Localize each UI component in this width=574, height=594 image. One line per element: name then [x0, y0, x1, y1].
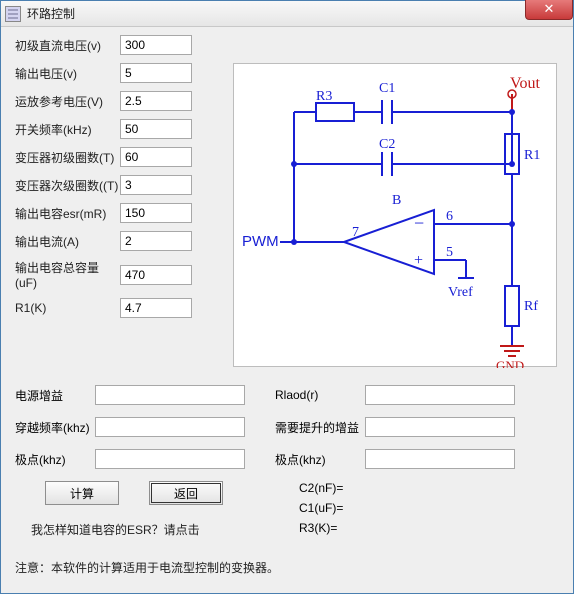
svg-text:Rf: Rf	[524, 299, 538, 314]
output-esr-input[interactable]	[120, 203, 192, 223]
field-label: 开关频率(kHz)	[15, 121, 120, 138]
client-area: 初级直流电压(v) 输出电压(v) 运放参考电压(V) 开关频率(kHz) 变压…	[1, 27, 573, 593]
result-label: 电源增益	[15, 387, 95, 404]
svg-text:6: 6	[446, 209, 453, 224]
bottom-grid: 电源增益 Rlaod(r) 穿越频率(khz) 需要提升的增益 极点(khz) …	[15, 385, 559, 505]
svg-text:C2: C2	[379, 137, 395, 152]
svg-text:7: 7	[352, 225, 359, 240]
schematic-diagram: Vout R3 C1 C2 B− +7 PWM 6 5 Vref R1 Rf GND	[233, 63, 557, 367]
output-cap-input[interactable]	[120, 265, 192, 285]
field-row: 初级直流电压(v)	[15, 35, 559, 55]
window-title: 环路控制	[27, 5, 75, 22]
note-text: 注意：本软件的计算适用于电流型控制的变换器。	[15, 559, 279, 576]
output-voltage-input[interactable]	[120, 63, 192, 83]
output-label: C2(nF)=	[299, 481, 343, 495]
svg-text:C1: C1	[379, 81, 395, 96]
svg-text:Vref: Vref	[448, 285, 473, 300]
esr-link[interactable]: 我怎样知道电容的ESR？请点击	[31, 521, 200, 538]
output-label: R3(K)=	[299, 521, 343, 535]
close-button[interactable]: ✕	[525, 0, 573, 20]
result-row: 穿越频率(khz) 需要提升的增益	[15, 417, 559, 437]
result-row: 极点(khz) 极点(khz)	[15, 449, 559, 469]
field-label: 输出电容esr(mR)	[15, 205, 120, 222]
opamp-ref-input[interactable]	[120, 91, 192, 111]
psu-gain-output[interactable]	[95, 385, 245, 405]
result-label: 极点(khz)	[15, 451, 95, 468]
svg-text:R3: R3	[316, 89, 332, 104]
field-label: 输出电流(A)	[15, 233, 120, 250]
crossover-output[interactable]	[95, 417, 245, 437]
pole-right-output[interactable]	[365, 449, 515, 469]
field-label: 变压器初级圈数(T)	[15, 149, 120, 166]
result-row: 电源增益 Rlaod(r)	[15, 385, 559, 405]
switch-freq-input[interactable]	[120, 119, 192, 139]
result-label: 极点(khz)	[275, 451, 365, 468]
field-label: 输出电压(v)	[15, 65, 120, 82]
field-label: 初级直流电压(v)	[15, 37, 120, 54]
output-label: C1(uF)=	[299, 501, 343, 515]
svg-text:+: +	[414, 252, 423, 269]
result-label: 需要提升的增益	[275, 419, 365, 436]
primary-turns-input[interactable]	[120, 147, 192, 167]
calc-button[interactable]: 计算	[45, 481, 119, 505]
close-icon: ✕	[544, 1, 555, 16]
field-label: 输出电容总容量(uF)	[15, 259, 120, 290]
field-label: R1(K)	[15, 301, 120, 315]
window: 环路控制 ✕ 初级直流电压(v) 输出电压(v) 运放参考电压(V) 开关频率(…	[0, 0, 574, 594]
svg-text:−: −	[414, 213, 424, 233]
svg-text:Vout: Vout	[510, 75, 540, 92]
output-column: C2(nF)= C1(uF)= R3(K)=	[299, 481, 343, 541]
field-label: 变压器次级圈数((T)	[15, 177, 120, 194]
r1-input[interactable]	[120, 298, 192, 318]
svg-text:GND: GND	[496, 358, 524, 368]
dc-voltage-input[interactable]	[120, 35, 192, 55]
result-label: 穿越频率(khz)	[15, 419, 95, 436]
pole-left-output[interactable]	[95, 449, 245, 469]
app-icon	[5, 6, 21, 22]
svg-text:B: B	[392, 193, 401, 208]
svg-text:5: 5	[446, 245, 453, 260]
result-label: Rlaod(r)	[275, 388, 365, 402]
svg-text:R1: R1	[524, 148, 540, 163]
back-button[interactable]: 返回	[149, 481, 223, 505]
field-label: 运放参考电压(V)	[15, 93, 120, 110]
secondary-turns-input[interactable]	[120, 175, 192, 195]
svg-text:PWM: PWM	[242, 233, 279, 250]
rload-output[interactable]	[365, 385, 515, 405]
boost-gain-output[interactable]	[365, 417, 515, 437]
output-current-input[interactable]	[120, 231, 192, 251]
titlebar: 环路控制 ✕	[1, 1, 573, 27]
